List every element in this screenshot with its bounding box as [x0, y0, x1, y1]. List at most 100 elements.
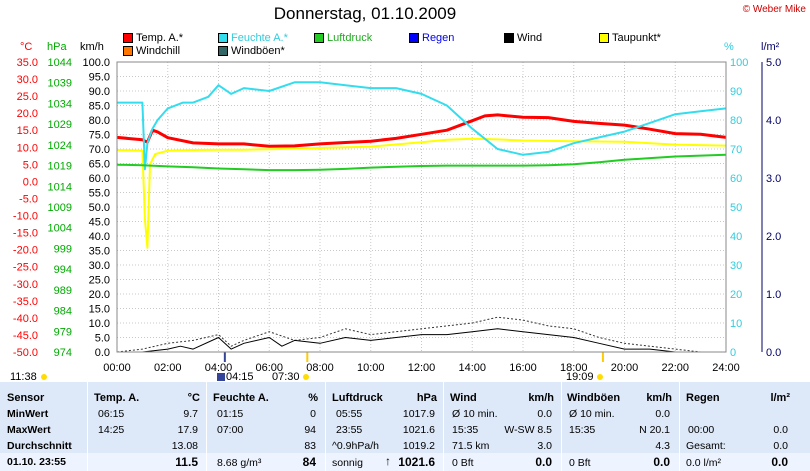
- percent-tick-label: 100: [730, 57, 748, 69]
- boen-max-time: 15:35: [569, 424, 596, 436]
- kmh-tick-label: 65.0: [89, 159, 110, 171]
- hpa-tick-label: 1029: [48, 119, 72, 131]
- percent-tick-label: 10: [730, 318, 742, 330]
- regen-max: 0.0: [773, 424, 788, 436]
- temp-max-time: 14:25: [98, 424, 125, 436]
- stats-table: Sensor MinWert MaxWert Durchschnitt 01.1…: [0, 382, 810, 471]
- celsius-tick-label: -30.0: [13, 279, 38, 291]
- hdr-sensor: Sensor: [7, 392, 45, 404]
- druck-weather: sonnig: [332, 457, 363, 469]
- unit-kmh: km/h: [80, 41, 104, 53]
- hpa-tick-label: 1004: [48, 223, 72, 235]
- hdr-feuchte: Feuchte A.: [213, 392, 269, 404]
- percent-tick-label: 50: [730, 202, 742, 214]
- legend-windboeen-swatch: [218, 46, 228, 56]
- plot-frame: [116, 61, 727, 353]
- legend-luftdruck: Luftdruck: [314, 32, 372, 44]
- wind-min-time: Ø 10 min.: [452, 408, 498, 420]
- marker-sunrise-time: 04:15: [226, 371, 254, 383]
- legend-taupunkt: Taupunkt*: [599, 32, 661, 44]
- kmh-tick-label: 95.0: [89, 72, 110, 84]
- legend-wind-swatch: [504, 33, 514, 43]
- kmh-tick-label: 25.0: [89, 275, 110, 287]
- kmh-tick-label: 45.0: [89, 217, 110, 229]
- kmh-tick-label: 70.0: [89, 144, 110, 156]
- rain-tick-label: 3.0: [766, 173, 781, 185]
- celsius-tick-label: 20.0: [17, 108, 38, 120]
- kmh-tick-label: 55.0: [89, 188, 110, 200]
- kmh-tick-label: 90.0: [89, 86, 110, 98]
- unit-rain: l/m²: [761, 41, 780, 53]
- celsius-tick-label: -15.0: [13, 228, 38, 240]
- hdr-wind: Wind: [450, 392, 477, 404]
- rain-tick-label: 4.0: [766, 115, 781, 127]
- hpa-tick-label: 1024: [48, 140, 72, 152]
- feuchte-min: 0: [310, 408, 316, 420]
- x-tick-label: 02:00: [154, 362, 182, 374]
- boen-min-time: Ø 10 min.: [569, 408, 615, 420]
- moon-icon: [41, 374, 47, 380]
- x-tick-label: 04:00: [205, 362, 233, 374]
- axis-labels: 00:00 02:00 04:00 06:00 08:00 10:00 12:00 14:00…: [13, 57, 781, 374]
- legend-feuchte-swatch: [218, 33, 228, 43]
- rain-tick-label: 0.0: [766, 347, 781, 359]
- unit-hpa: hPa: [47, 41, 67, 53]
- x-tick-label: 06:00: [255, 362, 283, 374]
- wind-avg: 3.0: [537, 440, 552, 452]
- legend-luftdruck-label: Luftdruck: [327, 32, 373, 44]
- temp-avg: 13.08: [171, 440, 198, 452]
- hpa-tick-label: 974: [54, 347, 72, 359]
- celsius-tick-label: -5.0: [19, 193, 38, 205]
- wind-distance: 71.5 km: [452, 440, 490, 452]
- regen-current: 0.0: [771, 455, 788, 469]
- boen-current: 0.0: [653, 455, 670, 469]
- unit-celsius: °C: [20, 41, 33, 53]
- percent-tick-label: 30: [730, 260, 742, 272]
- celsius-tick-label: 0.0: [23, 176, 38, 188]
- x-tick-label: 22:00: [661, 362, 689, 374]
- x-tick-label: 20:00: [611, 362, 639, 374]
- marker-sunset-time: 19:09: [566, 371, 594, 383]
- rain-tick-label: 5.0: [766, 57, 781, 69]
- sunrise-icon: [217, 373, 225, 381]
- series-temp-a: [116, 113, 727, 148]
- celsius-tick-label: -25.0: [13, 262, 38, 274]
- druck-max-time: 23:55: [336, 424, 363, 436]
- percent-tick-label: 0: [730, 347, 736, 359]
- unit-percent: %: [724, 41, 734, 53]
- wind-min: 0.0: [537, 408, 552, 420]
- legend-feuchte-label: Feuchte A.*: [231, 32, 288, 44]
- temp-current: 11.5: [175, 455, 198, 469]
- celsius-tick-label: 15.0: [17, 125, 38, 137]
- page-title: Donnerstag, 01.10.2009: [273, 4, 457, 23]
- kmh-tick-label: 60.0: [89, 173, 110, 185]
- kmh-tick-label: 30.0: [89, 260, 110, 272]
- hpa-tick-label: 1009: [48, 202, 72, 214]
- percent-tick-label: 80: [730, 115, 742, 127]
- hpa-tick-label: 989: [54, 285, 72, 297]
- wind-max: W-SW 8.5: [504, 424, 552, 436]
- current-row-bg: [0, 453, 810, 471]
- row-avg-label: Durchschnitt: [7, 440, 72, 452]
- percent-tick-label: 70: [730, 144, 742, 156]
- percent-tick-label: 90: [730, 86, 742, 98]
- row-current-label: 01.10. 23:55: [7, 456, 66, 468]
- celsius-tick-label: -20.0: [13, 245, 38, 257]
- feuchte-avg: 83: [304, 440, 316, 452]
- celsius-tick-label: 35.0: [17, 57, 38, 69]
- percent-tick-label: 60: [730, 173, 742, 185]
- legend-windboeen: Windböen*: [218, 45, 285, 57]
- rain-tick-label: 1.0: [766, 289, 781, 301]
- legend-temp-swatch: [123, 33, 133, 43]
- kmh-tick-label: 20.0: [89, 289, 110, 301]
- hdr-wind-unit: km/h: [528, 392, 554, 404]
- legend-windboeen-label: Windböen*: [231, 45, 285, 57]
- series-taupunkt: [116, 137, 727, 249]
- legend-wind-label: Wind: [517, 32, 543, 44]
- legend-luftdruck-swatch: [314, 33, 324, 43]
- series-luftdruck: [116, 153, 727, 172]
- druck-up-arrow: ↑: [385, 454, 391, 468]
- legend-windchill: Windchill: [123, 45, 180, 57]
- legend-windchill-label: Windchill: [136, 45, 181, 57]
- x-tick-label: 18:00: [560, 362, 588, 374]
